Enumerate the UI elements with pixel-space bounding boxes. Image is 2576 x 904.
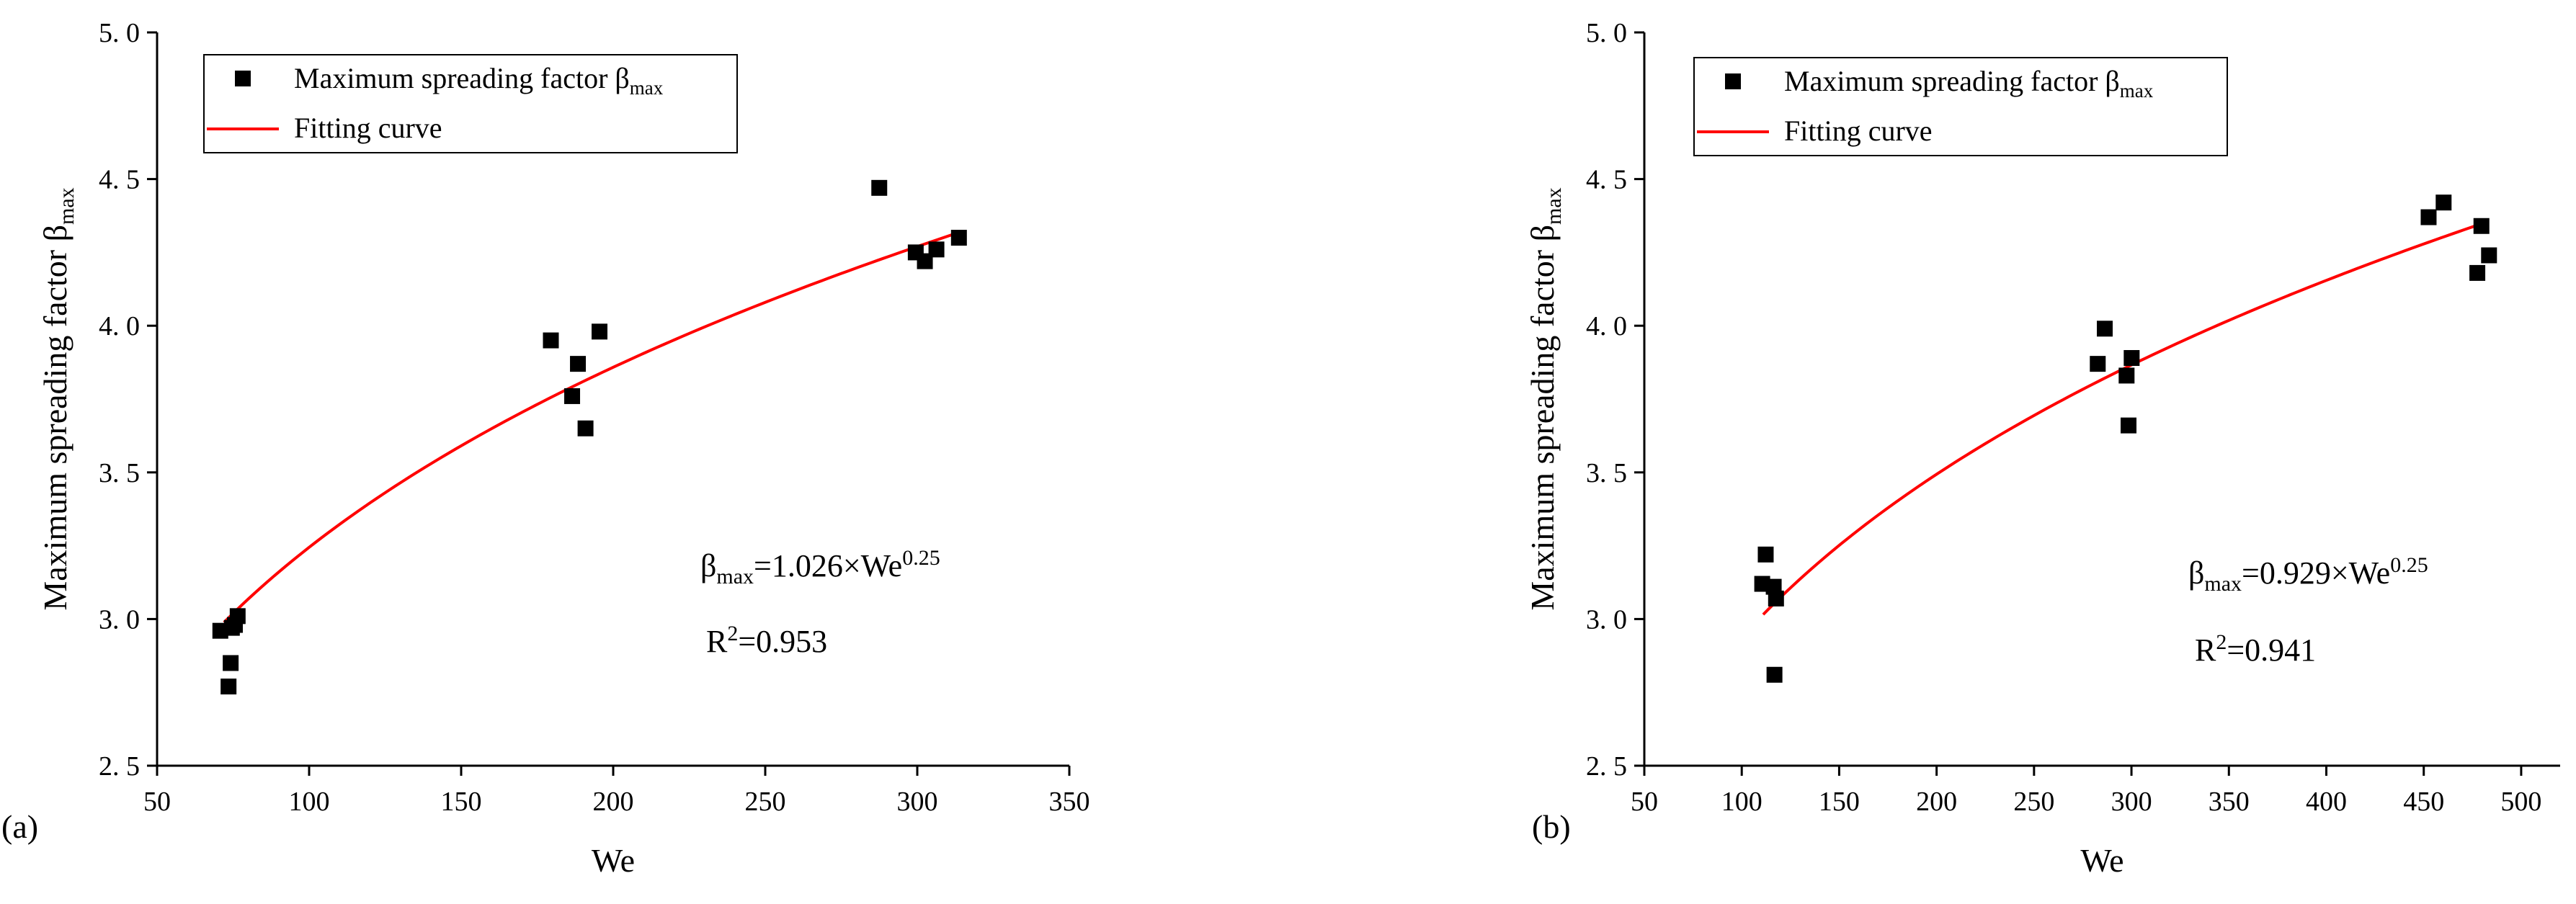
- data-point: [2435, 194, 2452, 211]
- x-axis-label: We: [2080, 842, 2123, 879]
- x-tick-label: 50: [143, 787, 171, 817]
- legend-label-points: Maximum spreading factor βmax: [294, 62, 664, 99]
- data-point: [2420, 209, 2437, 225]
- data-point: [592, 323, 608, 340]
- y-tick-label: 4. 5: [1586, 165, 1627, 195]
- y-tick-label: 5. 0: [99, 18, 140, 48]
- data-point: [871, 179, 888, 196]
- data-point: [1757, 546, 1774, 563]
- x-tick-label: 500: [2500, 787, 2541, 817]
- data-point: [1768, 590, 1784, 607]
- data-point: [2481, 247, 2497, 264]
- x-tick-label: 250: [2013, 787, 2054, 817]
- x-axis-label: We: [592, 842, 635, 879]
- y-tick-label: 5. 0: [1586, 18, 1627, 48]
- data-point: [570, 356, 587, 372]
- x-tick-label: 200: [1916, 787, 1957, 817]
- legend-box: [1693, 57, 2228, 156]
- y-tick-label: 3. 0: [1586, 604, 1627, 635]
- y-axis-label: Maximum spreading factor βmax: [1524, 187, 1566, 610]
- data-point: [2469, 264, 2486, 281]
- x-tick-label: 100: [1721, 787, 1762, 817]
- data-point: [577, 420, 594, 437]
- r-squared: R2=0.953: [706, 622, 827, 659]
- data-point: [950, 230, 967, 246]
- legend-marker-square: [235, 71, 251, 86]
- r-squared: R2=0.941: [2195, 630, 2316, 668]
- data-point: [2123, 349, 2140, 366]
- panel-label: (a): [1, 808, 38, 845]
- legend-marker-square: [1725, 73, 1741, 89]
- data-point: [928, 241, 945, 258]
- y-tick-label: 3. 5: [99, 458, 140, 488]
- x-tick-label: 350: [2209, 787, 2250, 817]
- x-tick-label: 100: [289, 787, 330, 817]
- x-tick-label: 150: [1819, 787, 1860, 817]
- y-tick-label: 4. 0: [99, 311, 140, 341]
- legend-label-points: Maximum spreading factor βmax: [1784, 65, 2154, 102]
- data-point: [564, 388, 581, 404]
- panel-b: 50 100 150 200 250 300 350 400 450 500 2. 5 3. 0 3. …: [1524, 18, 2560, 879]
- data-point: [223, 655, 239, 671]
- data-point: [2473, 218, 2490, 234]
- data-point: [2118, 367, 2135, 384]
- legend-box: [203, 54, 738, 153]
- y-tick-label: 3. 0: [99, 604, 140, 635]
- y-tick-label: 2. 5: [1586, 751, 1627, 782]
- y-axis-label: Maximum spreading factor βmax: [37, 187, 79, 610]
- data-point: [220, 679, 237, 695]
- fit-equation: βmax=1.026×We0.25: [700, 546, 940, 589]
- y-tick-label: 2. 5: [99, 751, 140, 782]
- x-tick-label: 300: [897, 787, 938, 817]
- legend-label-fit: Fitting curve: [1784, 115, 1933, 147]
- data-point: [1766, 666, 1783, 683]
- fit-equation: βmax=0.929×We0.25: [2188, 553, 2428, 596]
- x-tick-label: 450: [2403, 787, 2444, 817]
- x-tick-label: 350: [1049, 787, 1090, 817]
- legend-label-fit: Fitting curve: [294, 112, 442, 144]
- x-tick-label: 250: [745, 787, 786, 817]
- panel-label: (b): [1532, 808, 1571, 845]
- x-tick-label: 50: [1631, 787, 1658, 817]
- data-point: [543, 332, 559, 349]
- panel-a: 50 100 150 200 250 300 350 2. 5 3. 0 3. 5 4. 0 4. 5…: [1, 18, 1090, 879]
- y-tick-label: 4. 0: [1586, 311, 1627, 341]
- data-point: [2121, 417, 2137, 434]
- x-tick-label: 150: [441, 787, 482, 817]
- data-point: [229, 608, 246, 625]
- y-tick-label: 4. 5: [99, 165, 140, 195]
- x-tick-label: 400: [2306, 787, 2347, 817]
- data-point: [2090, 356, 2106, 372]
- data-point: [2097, 321, 2113, 337]
- y-tick-label: 3. 5: [1586, 458, 1627, 488]
- x-tick-label: 200: [593, 787, 634, 817]
- fitting-curve: [223, 231, 958, 624]
- x-tick-label: 300: [2111, 787, 2152, 817]
